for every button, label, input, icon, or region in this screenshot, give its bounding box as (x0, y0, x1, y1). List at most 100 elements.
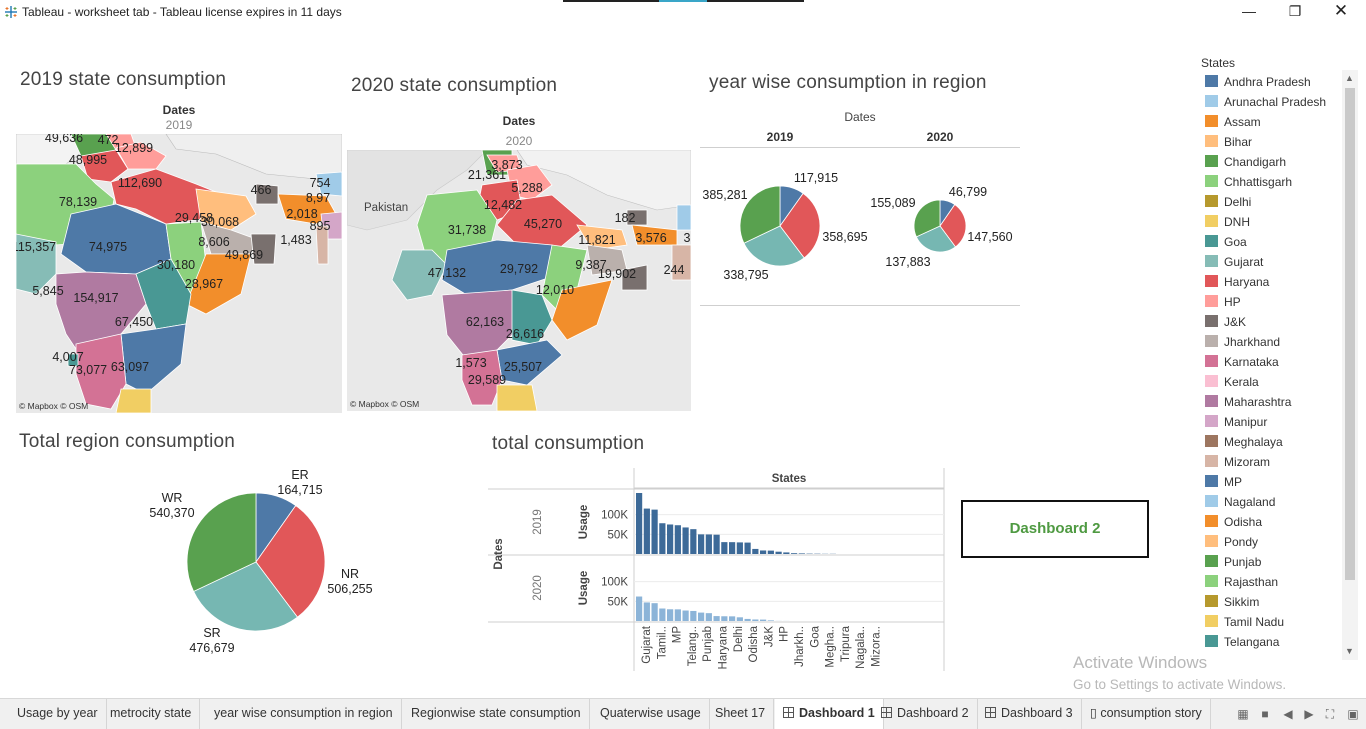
bar-2019[interactable] (736, 542, 743, 554)
sheet-tab[interactable]: Sheet 17 (707, 699, 775, 729)
bar-2020[interactable] (651, 603, 658, 621)
legend-item[interactable]: MP (1205, 475, 1242, 491)
pie2020-slice-nr[interactable] (939, 204, 967, 248)
pie2019-slice-nr[interactable] (779, 192, 821, 259)
bar-2020[interactable] (698, 612, 705, 621)
legend-item[interactable]: Rajasthan (1205, 575, 1278, 591)
bar-2019[interactable] (659, 523, 666, 554)
legend-item[interactable]: Pondy (1205, 535, 1258, 551)
legend-item[interactable]: Bihar (1205, 135, 1252, 151)
bar-2020[interactable] (760, 619, 767, 621)
legend-scroll-thumb[interactable] (1345, 88, 1355, 580)
bar-2020[interactable] (659, 608, 666, 621)
bar-2019[interactable] (791, 553, 798, 554)
bar-2019[interactable] (775, 551, 782, 554)
bar-2019[interactable] (705, 534, 712, 554)
tabs-view-icon[interactable]: ■ (1261, 707, 1269, 721)
legend-item[interactable]: Assam (1205, 115, 1261, 131)
sheet-tab[interactable]: year wise consumption in region (206, 699, 402, 729)
bar-2020[interactable] (690, 610, 697, 621)
yearwise-pie-chart[interactable]: 117,915 358,695 338,795 385,281 46,799 147,56… (690, 150, 1030, 300)
bar-2019[interactable] (767, 550, 774, 554)
bar-2019[interactable] (783, 552, 790, 554)
restore-icon[interactable]: ❐ (1288, 3, 1302, 19)
bar-2019[interactable] (636, 493, 643, 554)
sheet-tab[interactable]: Quaterwise usage (592, 699, 710, 729)
sheet-sorter-icon[interactable]: ▣ (1347, 707, 1359, 721)
bar-2019[interactable] (798, 553, 805, 554)
bar-2020[interactable] (682, 610, 689, 621)
bar-2020[interactable] (721, 616, 728, 621)
bar-2019[interactable] (667, 524, 674, 554)
legend-item[interactable]: DNH (1205, 215, 1250, 231)
minimize-icon[interactable]: — (1242, 3, 1256, 19)
next-tab-icon[interactable]: ▶ (1304, 707, 1314, 721)
legend-item[interactable]: Meghalaya (1205, 435, 1283, 451)
legend-item[interactable]: Telangana (1205, 635, 1279, 651)
sheet-tab[interactable]: Dashboard 3 (977, 699, 1082, 729)
legend-item[interactable]: Manipur (1205, 415, 1267, 431)
bar-2019[interactable] (721, 542, 728, 554)
legend-item[interactable]: Gujarat (1205, 255, 1263, 271)
bar-2019[interactable] (674, 525, 681, 554)
legend-scrollbar[interactable]: ▲ ▼ (1342, 70, 1358, 660)
legend-item[interactable]: Odisha (1205, 515, 1262, 531)
legend-item[interactable]: Maharashtra (1205, 395, 1291, 411)
legend-item[interactable]: Kerala (1205, 375, 1259, 391)
bar-2019[interactable] (752, 548, 759, 554)
bar-2020[interactable] (736, 617, 743, 621)
bar-2020[interactable] (713, 616, 720, 621)
bar-2019[interactable] (760, 550, 767, 554)
legend-item[interactable]: Punjab (1205, 555, 1261, 571)
presentation-icon[interactable]: ⛶ (1325, 707, 1335, 721)
bar-2020[interactable] (767, 620, 774, 621)
total-bar-chart[interactable]: States Dates 2019 2020 Usage Usage 100K 5… (486, 466, 948, 676)
region-pie-slice-nr[interactable] (255, 505, 326, 618)
bar-2020[interactable] (667, 609, 674, 621)
filmstrip-icon[interactable]: ▦ (1237, 707, 1249, 721)
legend-item[interactable]: Delhi (1205, 195, 1251, 211)
close-icon[interactable]: ✕ (1333, 1, 1349, 20)
sheet-tab[interactable]: Usage by year (9, 699, 107, 729)
legend-item[interactable]: J&K (1205, 315, 1246, 331)
map-2019[interactable]: 49,636 472 12,899 48,995 112,690 754 466 78,139… (16, 134, 342, 413)
sheet-tab[interactable]: metrocity state (102, 699, 201, 729)
bar-2020[interactable] (729, 616, 736, 621)
bar-2020[interactable] (752, 619, 759, 621)
legend-item[interactable]: Karnataka (1205, 355, 1279, 371)
legend-item[interactable]: Andhra Pradesh (1205, 75, 1311, 91)
sheet-tab[interactable]: ▯ consumption story (1082, 699, 1211, 729)
legend-item[interactable]: Sikkim (1205, 595, 1259, 611)
legend-item[interactable]: Nagaland (1205, 495, 1275, 511)
map-2020[interactable]: Pakistan 3,873 21,361 5,288 12,482 45,270 182… (347, 150, 691, 411)
region-pie-slice-wr[interactable] (186, 492, 257, 592)
legend-item[interactable]: HP (1205, 295, 1241, 311)
dashboard-2-button[interactable]: Dashboard 2 (961, 500, 1149, 558)
bar-2019[interactable] (651, 509, 658, 554)
bar-2019[interactable] (690, 529, 697, 554)
sheet-tab[interactable]: Dashboard 2 (873, 699, 978, 729)
pie2019-slice-wr[interactable] (739, 185, 781, 244)
bar-2020[interactable] (705, 613, 712, 621)
pie2019-slice-sr[interactable] (743, 225, 805, 267)
legend-item[interactable]: Tamil Nadu (1205, 615, 1284, 631)
bar-2019[interactable] (682, 527, 689, 554)
bar-2019[interactable] (744, 542, 751, 554)
pie2020-slice-wr[interactable] (913, 199, 941, 238)
scroll-down-icon[interactable]: ▼ (1345, 646, 1354, 656)
bar-2019[interactable] (713, 534, 720, 554)
scroll-up-icon[interactable]: ▲ (1345, 73, 1354, 83)
legend-item[interactable]: Haryana (1205, 275, 1269, 291)
prev-tab-icon[interactable]: ◀ (1283, 707, 1293, 721)
bar-2019[interactable] (729, 542, 736, 554)
bar-2020[interactable] (674, 609, 681, 621)
bar-2020[interactable] (744, 618, 751, 621)
legend-item[interactable]: Chandigarh (1205, 155, 1286, 171)
bar-2020[interactable] (636, 596, 643, 621)
bar-2019[interactable] (698, 534, 705, 554)
sheet-tab[interactable]: Regionwise state consumption (403, 699, 590, 729)
sheet-tab[interactable]: Dashboard 1 (775, 699, 884, 729)
